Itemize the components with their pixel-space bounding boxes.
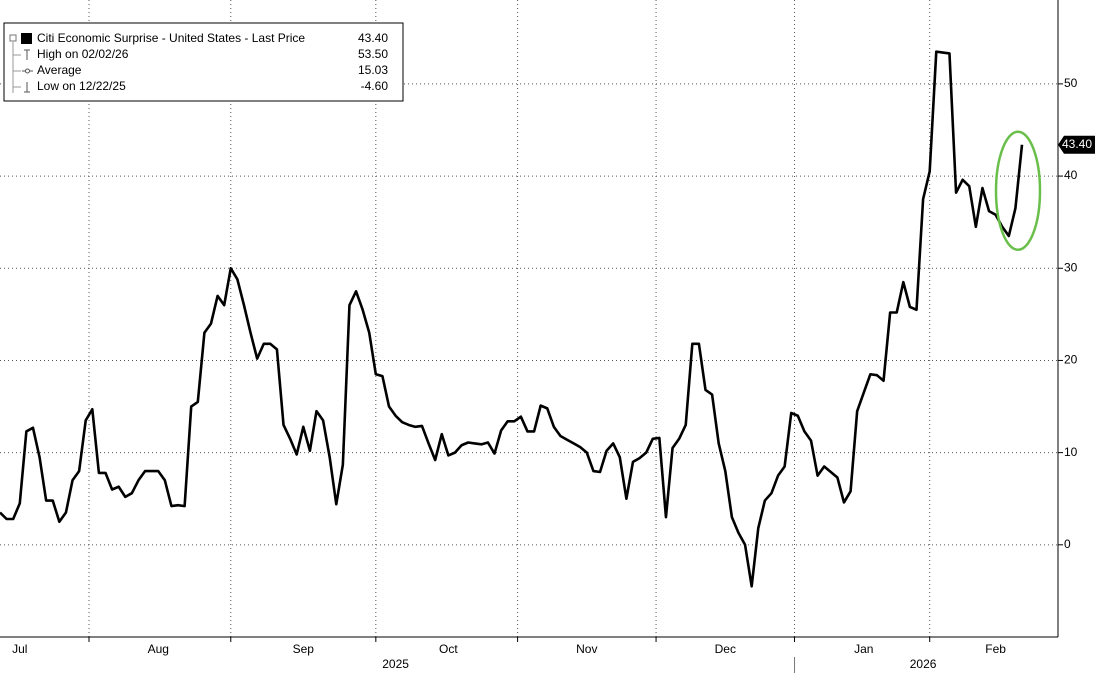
x-tick-label: Sep (293, 642, 315, 656)
x-tick-label: Nov (576, 642, 597, 656)
y-tick-label: 50 (1064, 76, 1078, 90)
legend-value: -4.60 (361, 79, 389, 93)
x-tick-label: Dec (715, 642, 736, 656)
x-tick-label: Oct (439, 642, 458, 656)
legend-low-icon (24, 82, 30, 93)
last-price-tag (1058, 135, 1095, 154)
y-tick-label: 10 (1064, 445, 1078, 459)
x-tick-label: Aug (148, 642, 169, 656)
series-line (0, 50, 1024, 588)
legend-label: Citi Economic Surprise - United States -… (37, 31, 305, 45)
legend-value: 15.03 (358, 63, 388, 77)
y-tick-label: 0 (1064, 537, 1071, 551)
x-tick-label: Jan (854, 642, 873, 656)
last-price-label: 43.40 (1062, 137, 1092, 151)
legend-label: Average (37, 63, 82, 77)
legend-label: Low on 12/22/25 (37, 79, 126, 93)
legend-value: 43.40 (358, 31, 388, 45)
x-tick-label: Jul (12, 642, 27, 656)
legend-average-icon (25, 68, 30, 74)
legend-label: High on 02/02/26 (37, 47, 129, 61)
highlight-ellipse (994, 130, 1042, 251)
legend-value: 53.50 (358, 47, 388, 61)
legend-swatch (21, 33, 32, 44)
legend: Citi Economic Surprise - United States -… (3, 22, 404, 102)
x-year-label: 2025 (382, 657, 409, 671)
y-tick-label: 20 (1064, 353, 1078, 367)
legend-high-icon (24, 49, 30, 60)
legend-tree (12, 42, 21, 93)
y-tick-label: 40 (1064, 168, 1078, 182)
x-year-label: 2026 (910, 657, 937, 671)
legend-box (3, 22, 404, 102)
x-tick-label: Feb (985, 642, 1006, 656)
y-tick-label: 30 (1064, 260, 1078, 274)
legend-collapse-icon (9, 34, 17, 42)
